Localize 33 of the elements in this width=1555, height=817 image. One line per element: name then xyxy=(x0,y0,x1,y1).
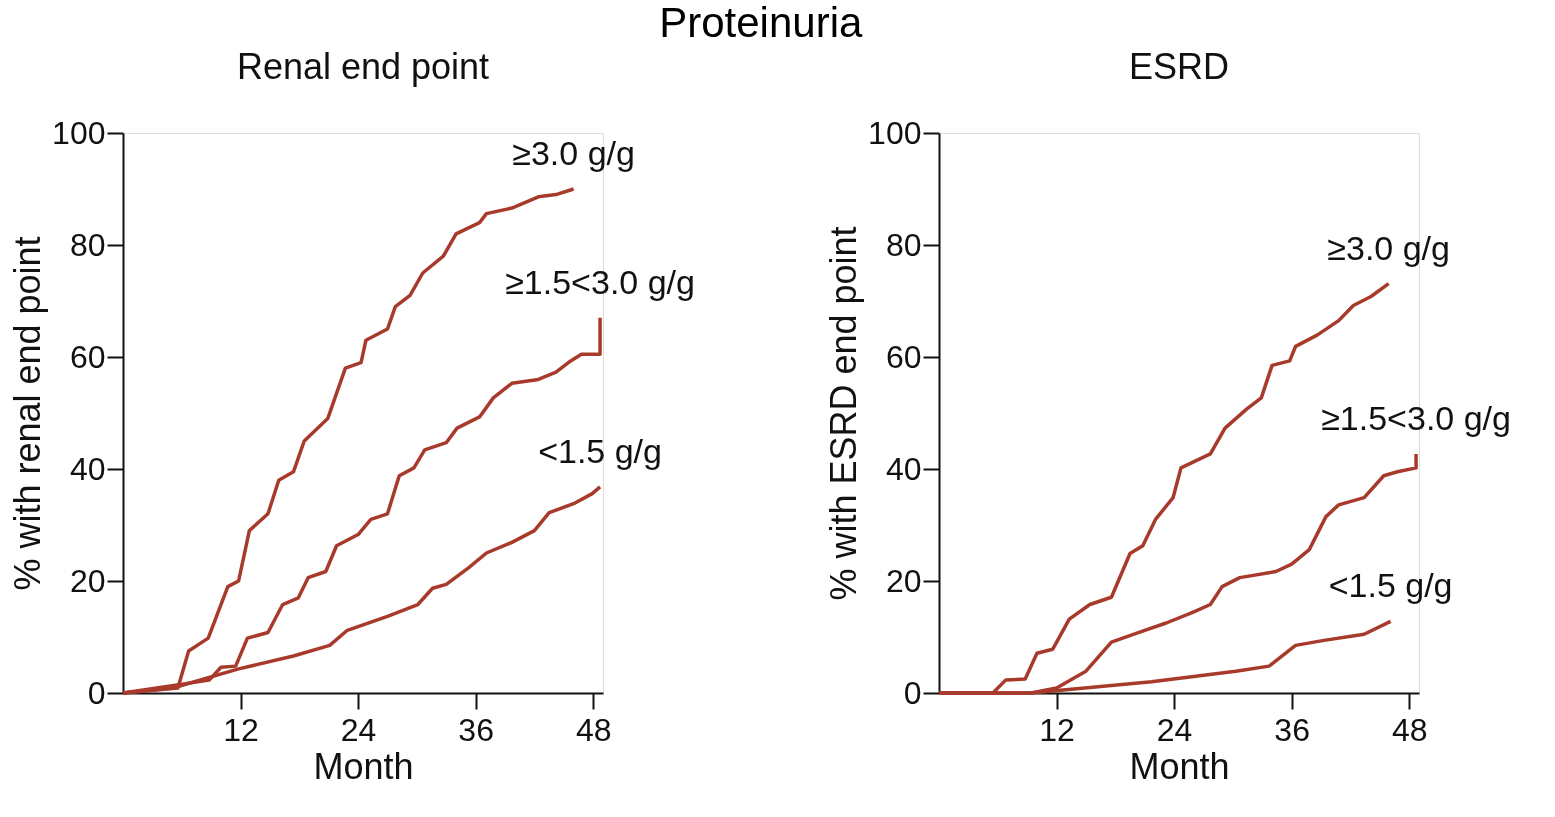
x-axis-title: Month xyxy=(313,745,414,787)
y-tick-label: 0 xyxy=(87,674,106,711)
y-tick-label: 0 xyxy=(903,674,922,711)
y-axis-title: % with ESRD end point xyxy=(823,226,865,601)
x-tick-label: 12 xyxy=(1039,711,1075,748)
y-tick-label: 80 xyxy=(69,226,106,263)
text: Proteinuria xyxy=(659,0,863,46)
x-tick-label: 24 xyxy=(1156,711,1193,748)
x-axis-title: Month xyxy=(1129,745,1230,787)
y-tick-label: 100 xyxy=(52,114,106,151)
y-tick-label: 20 xyxy=(69,562,106,599)
y-tick-label: 40 xyxy=(69,450,106,487)
y-tick-label: 40 xyxy=(885,450,922,487)
x-tick-label: 48 xyxy=(575,711,612,748)
x-tick-label: 36 xyxy=(1274,711,1310,748)
x-tick-label: 48 xyxy=(1391,711,1428,748)
y-tick-label: 100 xyxy=(868,114,922,151)
series-label: <1.5 g/g xyxy=(538,431,662,470)
y-axis-title: % with renal end point xyxy=(7,236,49,591)
chart-title: Renal end point xyxy=(236,46,490,87)
y-tick-label: 60 xyxy=(885,338,922,375)
series-label: ≥1.5<3.0 g/g xyxy=(505,262,695,301)
y-tick-label: 80 xyxy=(885,226,922,263)
y-tick-label: 20 xyxy=(885,562,922,599)
chart-title: ESRD xyxy=(1128,46,1230,87)
series-label: ≥3.0 g/g xyxy=(512,134,635,172)
series-label: ≥3.0 g/g xyxy=(1327,228,1450,267)
x-tick-label: 36 xyxy=(458,711,494,748)
x-tick-label: 24 xyxy=(340,711,377,748)
x-tick-label: 12 xyxy=(223,711,259,748)
series-label: <1.5 g/g xyxy=(1328,566,1453,605)
series-label: ≥1.5<3.0 g/g xyxy=(1321,398,1511,437)
y-tick-label: 60 xyxy=(69,338,106,375)
